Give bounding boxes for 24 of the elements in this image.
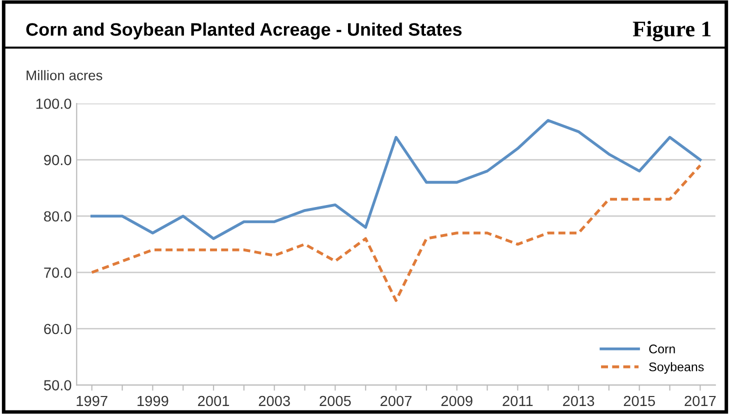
x-tick-label: 2011: [502, 396, 533, 406]
y-tick-label: 100.0: [36, 98, 72, 109]
x-tick-label: 2013: [563, 396, 594, 406]
x-tick-label: 2017: [684, 396, 716, 406]
x-tick-label: 2001: [198, 396, 230, 406]
y-axis-title: Million acres: [26, 70, 102, 80]
y-tick-label: 90.0: [44, 154, 72, 166]
y-tick-label: 70.0: [44, 268, 72, 278]
y-tick-label: 60.0: [44, 324, 72, 334]
y-tick-label: 80.0: [44, 211, 72, 222]
line-series: [90, 119, 702, 240]
x-tick-label: 1997: [76, 396, 108, 406]
x-tick-label: 2005: [320, 396, 351, 406]
chart-title: Corn and Soybean Planted Acreage - United States: [26, 22, 462, 40]
x-tick-label: 2003: [258, 396, 290, 406]
legend-label: Soybeans: [649, 362, 704, 374]
caption: Figure 1: [632, 20, 711, 42]
line-series: [90, 164, 702, 302]
x-tick-label: 2007: [380, 396, 412, 406]
x-tick-label: 2015: [624, 396, 655, 406]
legend-label: Corn: [649, 344, 675, 354]
y-tick-label: 50.0: [44, 380, 72, 390]
x-tick-label: 2009: [441, 396, 472, 406]
x-tick-label: 1999: [138, 396, 168, 406]
